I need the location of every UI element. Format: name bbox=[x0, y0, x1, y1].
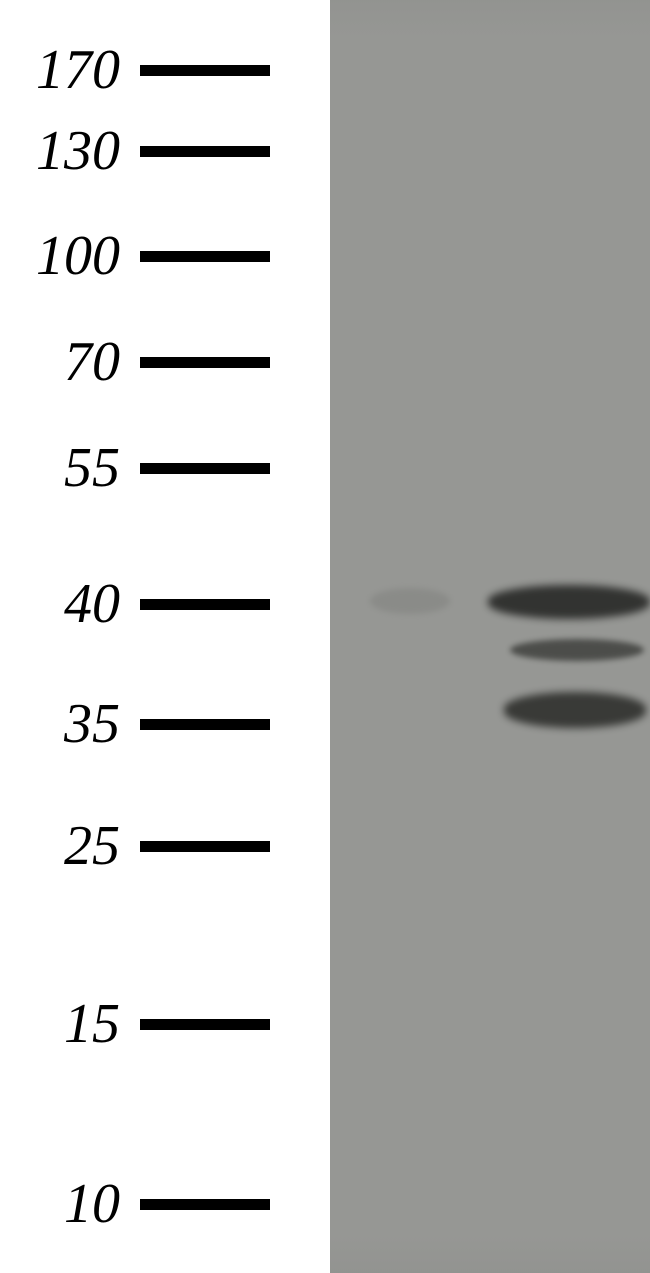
blot-band bbox=[504, 692, 646, 728]
ladder-marker-label: 10 bbox=[0, 1172, 140, 1236]
ladder-marker-label: 15 bbox=[0, 992, 140, 1056]
ladder-marker: 100 bbox=[0, 224, 330, 288]
ladder-marker-tick bbox=[140, 1199, 270, 1210]
ladder-marker: 15 bbox=[0, 992, 330, 1056]
ladder-marker-label: 55 bbox=[0, 436, 140, 500]
ladder-marker: 10 bbox=[0, 1172, 330, 1236]
molecular-weight-ladder: 170 130 100 70 55 40 35 25 15 10 bbox=[0, 0, 330, 1273]
ladder-marker-tick bbox=[140, 65, 270, 76]
ladder-marker-tick bbox=[140, 146, 270, 157]
blot-band-faint bbox=[370, 588, 450, 614]
western-blot: 170 130 100 70 55 40 35 25 15 10 bbox=[0, 0, 650, 1273]
ladder-marker: 35 bbox=[0, 692, 330, 756]
ladder-marker-tick bbox=[140, 599, 270, 610]
ladder-marker-tick bbox=[140, 841, 270, 852]
ladder-marker-tick bbox=[140, 1019, 270, 1030]
ladder-marker-label: 40 bbox=[0, 572, 140, 636]
ladder-marker-tick bbox=[140, 357, 270, 368]
blot-lane bbox=[330, 0, 650, 1273]
ladder-marker-tick bbox=[140, 251, 270, 262]
ladder-marker-tick bbox=[140, 719, 270, 730]
ladder-marker-tick bbox=[140, 463, 270, 474]
blot-band bbox=[510, 639, 644, 661]
ladder-marker-label: 170 bbox=[0, 38, 140, 102]
ladder-marker: 40 bbox=[0, 572, 330, 636]
ladder-marker-label: 130 bbox=[0, 119, 140, 183]
blot-band bbox=[488, 585, 650, 619]
ladder-marker: 55 bbox=[0, 436, 330, 500]
ladder-marker-label: 35 bbox=[0, 692, 140, 756]
ladder-marker: 70 bbox=[0, 330, 330, 394]
ladder-marker: 25 bbox=[0, 814, 330, 878]
ladder-marker: 130 bbox=[0, 119, 330, 183]
ladder-marker-label: 100 bbox=[0, 224, 140, 288]
ladder-marker: 170 bbox=[0, 38, 330, 102]
ladder-marker-label: 70 bbox=[0, 330, 140, 394]
ladder-marker-label: 25 bbox=[0, 814, 140, 878]
